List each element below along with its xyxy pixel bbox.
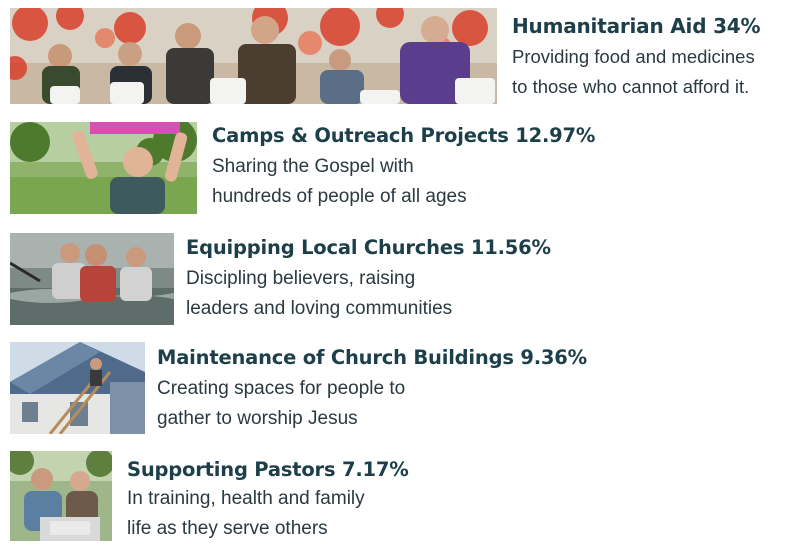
description-line: Discipling believers, raising xyxy=(186,268,416,289)
item-title: Equipping Local Churches 11.56% xyxy=(186,236,551,259)
item-title: Maintenance of Church Buildings 9.36% xyxy=(157,346,588,369)
item-description: Sharing the Gospel with hundreds of peop… xyxy=(212,152,467,212)
item-description: In training, health and family life as t… xyxy=(127,484,365,544)
description-line: leaders and loving communities xyxy=(186,298,453,319)
item-description: Providing food and medicines to those wh… xyxy=(512,42,755,102)
item-title: Humanitarian Aid 34% xyxy=(512,14,761,38)
item-description: Creating spaces for people to gather to … xyxy=(157,374,405,434)
item-title: Camps & Outreach Projects 12.97% xyxy=(212,124,596,147)
description-line: hundreds of people of all ages xyxy=(212,186,467,207)
description-line: life as they serve others xyxy=(127,518,328,539)
description-line: Creating spaces for people to xyxy=(157,378,406,399)
description-line: Providing food and medicines xyxy=(512,46,755,67)
description-line: gather to worship Jesus xyxy=(157,408,358,429)
item-description: Discipling believers, raising leaders an… xyxy=(186,264,452,324)
camps-outreach-photo xyxy=(10,122,197,214)
church-buildings-photo xyxy=(10,342,145,434)
humanitarian-aid-photo xyxy=(10,8,497,104)
item-title: Supporting Pastors 7.17% xyxy=(127,458,409,481)
equipping-churches-photo xyxy=(10,233,174,325)
description-line: In training, health and family xyxy=(127,488,365,509)
supporting-pastors-photo xyxy=(10,451,112,541)
description-line: Sharing the Gospel with xyxy=(212,156,414,177)
description-line: to those who cannot afford it. xyxy=(512,76,750,97)
